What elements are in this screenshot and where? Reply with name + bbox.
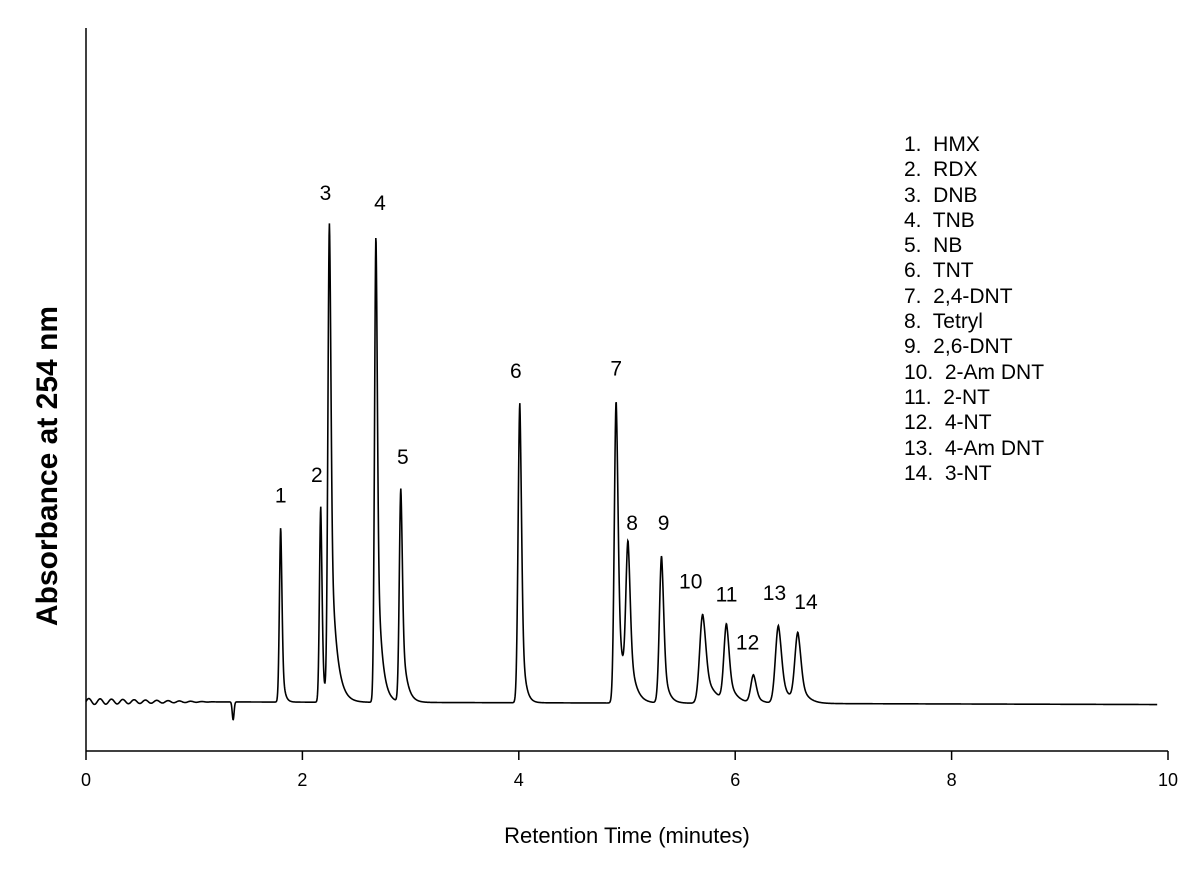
legend-entry: 13. 4-Am DNT: [904, 436, 1045, 460]
peak-label-14: 14: [794, 591, 818, 614]
peak-label-7: 7: [610, 357, 622, 380]
legend-entry: 7. 2,4-DNT: [904, 284, 1013, 308]
chromatogram-trace: [85, 223, 1158, 721]
legend-entry: 9. 2,6-DNT: [904, 335, 1013, 359]
x-tick-label: 6: [730, 770, 740, 790]
peak-label-1: 1: [275, 484, 287, 507]
peak-label-2: 2: [311, 464, 323, 487]
x-tick-label: 10: [1158, 770, 1178, 790]
legend-entry: 8. Tetryl: [904, 310, 983, 334]
legend-entry: 1. HMX: [904, 133, 980, 156]
peak-label-13: 13: [763, 582, 786, 605]
legend-entry: 10. 2-Am DNT: [904, 360, 1045, 384]
peak-label-12: 12: [736, 632, 759, 655]
legend: 1. HMX 2. RDX 3. DNB 4. TNB 5. NB 6. TNT…: [904, 132, 1044, 486]
legend-entry: 14. 3-NT: [904, 461, 992, 485]
peak-label-5: 5: [397, 446, 409, 469]
x-tick-label: 2: [297, 770, 307, 790]
legend-entry: 5. NB: [904, 234, 963, 258]
peak-label-11: 11: [716, 583, 738, 606]
peak-label-9: 9: [658, 512, 670, 535]
legend-entry: 4. TNB: [904, 208, 975, 232]
legend-entry: 3. DNB: [904, 183, 978, 207]
legend-entry: 6. TNT: [904, 259, 974, 283]
x-ticks: 0 2 4 6 8 10: [81, 751, 1178, 790]
x-tick-label: 8: [947, 770, 957, 790]
legend-entry: 11. 2-NT: [904, 385, 990, 409]
peak-label-6: 6: [510, 360, 522, 383]
x-tick-label: 0: [81, 770, 91, 790]
peak-label-4: 4: [374, 192, 386, 215]
x-axis-label: Retention Time (minutes): [504, 823, 750, 848]
peak-label-3: 3: [320, 182, 332, 205]
x-tick-label: 4: [514, 770, 524, 790]
peak-label-10: 10: [679, 571, 702, 594]
legend-entry: 12. 4-NT: [904, 411, 992, 435]
legend-entry: 2. RDX: [904, 158, 978, 182]
peak-label-8: 8: [626, 512, 638, 535]
y-axis-label: Absorbance at 254 nm: [31, 305, 64, 627]
